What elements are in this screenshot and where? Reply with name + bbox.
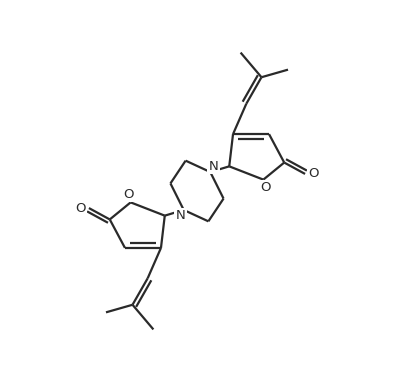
Text: N: N — [176, 209, 186, 222]
Text: O: O — [308, 167, 319, 180]
Text: O: O — [75, 202, 86, 215]
Text: O: O — [123, 188, 134, 201]
Text: O: O — [260, 181, 271, 194]
Text: N: N — [208, 160, 218, 173]
